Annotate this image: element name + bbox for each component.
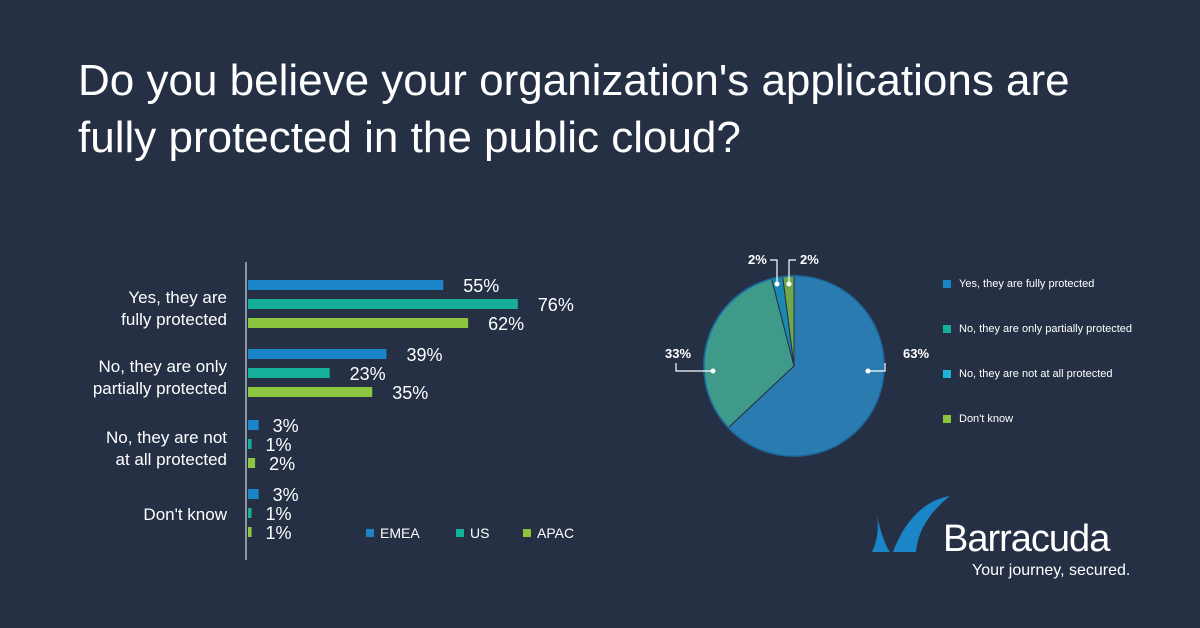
- legend-label: APAC: [537, 525, 575, 541]
- category-label-line: No, they are not: [106, 428, 227, 447]
- pie-leader-line: [770, 259, 778, 284]
- legend-swatch: [523, 529, 531, 537]
- category-label: Yes, they are fully protected: [121, 287, 227, 331]
- pie-legend-item: No, they are not at all protected: [943, 368, 1112, 380]
- bar-value-label: 1%: [266, 523, 292, 543]
- bar-us: [248, 508, 252, 518]
- legend-swatch: [366, 529, 374, 537]
- bar-apac: [248, 318, 469, 328]
- legend-item-emea: EMEA: [366, 525, 420, 541]
- pie-leader-dot: [865, 368, 871, 374]
- pie-legend-item: No, they are only partially protected: [943, 323, 1132, 335]
- bar-value-label: 23%: [350, 364, 386, 384]
- bar-us: [248, 299, 518, 309]
- bar-apac: [248, 387, 373, 397]
- brand-tagline: Your journey, secured.: [972, 562, 1131, 579]
- legend-label: EMEA: [380, 525, 420, 541]
- legend-item-apac: APAC: [523, 525, 574, 541]
- barracuda-logo-icon: [872, 512, 890, 552]
- category-label: Don't know: [143, 504, 227, 526]
- pie-leader-dot: [710, 368, 716, 374]
- category-label: No, they are not at all protected: [106, 427, 227, 471]
- bar-us: [248, 439, 252, 449]
- pie-leader-line: [868, 363, 886, 372]
- legend-label: No, they are not at all protected: [959, 368, 1113, 380]
- pie-value-label: 33%: [665, 346, 691, 361]
- brand-name: Barracuda: [943, 518, 1110, 560]
- bar-apac: [248, 458, 256, 468]
- barracuda-logo-icon: [893, 496, 950, 552]
- pie-outline: [703, 275, 885, 457]
- pie-legend-item: Don't know: [943, 413, 1013, 425]
- category-label-line: No, they are only: [98, 357, 227, 376]
- category-label-line: partially protected: [92, 379, 227, 398]
- bar-value-label: 39%: [406, 345, 442, 365]
- bar-apac: [248, 527, 252, 537]
- legend-swatch: [456, 529, 464, 537]
- chart-title: Do you believe your organization's appli…: [78, 56, 1070, 162]
- bar-emea: [248, 349, 387, 359]
- category-label-line: fully protected: [121, 310, 227, 329]
- category-label-line: at all protected: [115, 450, 227, 469]
- bar-value-label: 62%: [488, 314, 524, 334]
- pie-value-label: 2%: [748, 252, 767, 267]
- pie-leader-line: [788, 259, 796, 284]
- pie-value-label: 2%: [800, 252, 819, 267]
- legend-swatch: [943, 370, 951, 378]
- legend-item-us: US: [456, 525, 489, 541]
- bar-emea: [248, 420, 259, 430]
- legend-swatch: [943, 415, 951, 423]
- bar-value-label: 3%: [273, 416, 299, 436]
- legend-swatch: [943, 280, 951, 288]
- bar-value-label: 55%: [463, 276, 499, 296]
- legend-label: Yes, they are fully protected: [959, 278, 1095, 290]
- legend-label: Don't know: [959, 413, 1014, 425]
- bar-value-label: 35%: [392, 383, 428, 403]
- legend-label: US: [470, 525, 490, 541]
- bar-value-label: 3%: [273, 485, 299, 505]
- bar-value-label: 1%: [266, 504, 292, 524]
- pie-legend-item: Yes, they are fully protected: [943, 278, 1094, 290]
- category-label-line: Yes, they are: [128, 288, 227, 307]
- pie-leader-dot: [774, 281, 780, 287]
- bar-emea: [248, 489, 259, 499]
- legend-swatch: [943, 325, 951, 333]
- category-label: No, they are only partially protected: [93, 356, 227, 400]
- pie-leader-line: [675, 363, 713, 372]
- category-label-line: Don't know: [143, 505, 227, 524]
- bar-value-label: 2%: [269, 454, 295, 474]
- bar-value-label: 76%: [538, 295, 574, 315]
- bar-us: [248, 368, 330, 378]
- legend-label: No, they are only partially protected: [959, 323, 1133, 335]
- bar-value-label: 1%: [266, 435, 292, 455]
- pie-leader-dot: [786, 281, 792, 287]
- bar-emea: [248, 280, 444, 290]
- pie-value-label: 63%: [903, 346, 929, 361]
